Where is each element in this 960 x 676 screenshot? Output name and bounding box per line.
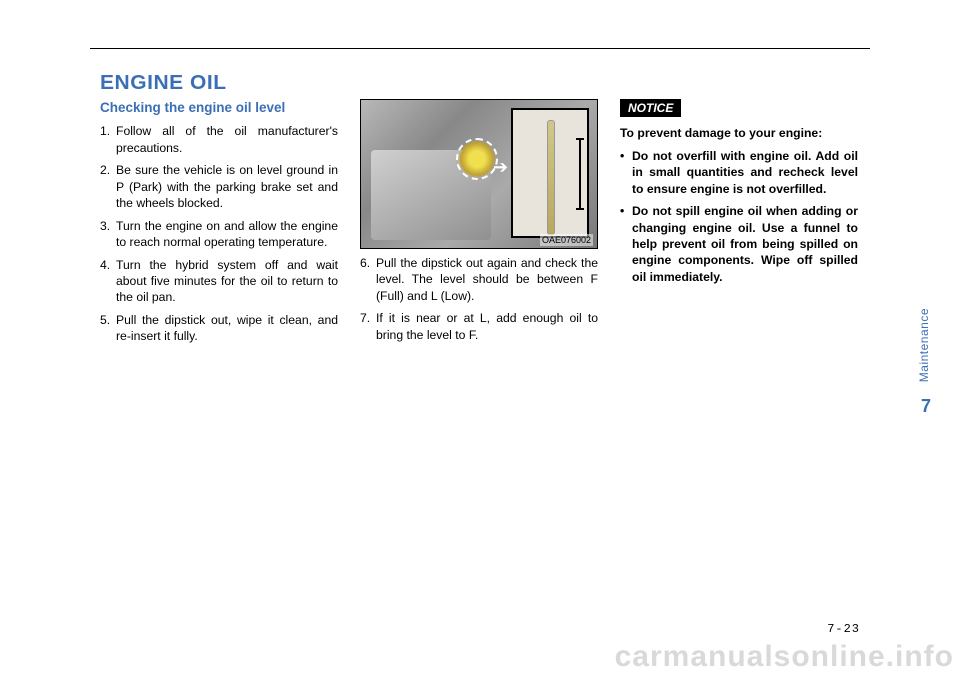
notice-badge: NOTICE	[620, 99, 681, 117]
level-marker-low	[576, 208, 584, 210]
step-text: Pull the dipstick out, wipe it clean, an…	[116, 312, 338, 345]
header-rule	[90, 48, 870, 49]
step-number: 6.	[360, 255, 376, 304]
step-text: Be sure the vehicle is on level ground i…	[116, 162, 338, 211]
engine-figure: ➔ OAE076002	[360, 99, 598, 249]
notice-bullet: • Do not overfill with engine oil. Add o…	[620, 148, 858, 197]
bullet-text: Do not overfill with engine oil. Add oil…	[632, 148, 858, 197]
column-1: Checking the engine oil level 1. Follow …	[100, 99, 338, 351]
step-number: 7.	[360, 310, 376, 343]
section-title: ENGINE OIL	[100, 72, 898, 95]
step-item: 5. Pull the dipstick out, wipe it clean,…	[100, 312, 338, 345]
column-2: ➔ OAE076002 6. Pull the dipstick out aga…	[360, 99, 598, 351]
step-item: 6. Pull the dipstick out again and check…	[360, 255, 598, 304]
step-item: 2. Be sure the vehicle is on level groun…	[100, 162, 338, 211]
step-text: If it is near or at L, add enough oil to…	[376, 310, 598, 343]
watermark: carmanualsonline.info	[615, 640, 960, 676]
step-number: 4.	[100, 257, 116, 306]
notice-body: To prevent damage to your engine: • Do n…	[620, 125, 858, 285]
step-number: 1.	[100, 123, 116, 156]
step-text: Turn the hybrid system off and wait abou…	[116, 257, 338, 306]
step-item: 4. Turn the hybrid system off and wait a…	[100, 257, 338, 306]
step-item: 3. Turn the engine on and allow the engi…	[100, 218, 338, 251]
subheading: Checking the engine oil level	[100, 99, 338, 117]
dipstick-graphic	[547, 120, 555, 235]
bullet-dot: •	[620, 203, 632, 285]
manual-page: ENGINE OIL Checking the engine oil level…	[0, 0, 960, 676]
dipstick-highlight-circle	[456, 138, 498, 180]
page-number: 7-23	[827, 622, 860, 636]
step-text: Pull the dipstick out again and check th…	[376, 255, 598, 304]
step-text: Follow all of the oil manufacturer's pre…	[116, 123, 338, 156]
arrow-icon: ➔	[493, 155, 508, 179]
notice-bullet: • Do not spill engine oil when adding or…	[620, 203, 858, 285]
side-tab: Maintenance 7	[914, 308, 934, 418]
step-number: 5.	[100, 312, 116, 345]
side-section-label: Maintenance	[917, 308, 931, 382]
step-text: Turn the engine on and allow the engine …	[116, 218, 338, 251]
notice-lead: To prevent damage to your engine:	[620, 125, 858, 141]
step-number: 3.	[100, 218, 116, 251]
bullet-dot: •	[620, 148, 632, 197]
dipstick-inset	[511, 108, 589, 238]
columns: Checking the engine oil level 1. Follow …	[100, 99, 860, 351]
level-marker-full	[576, 138, 584, 140]
column-3: NOTICE To prevent damage to your engine:…	[620, 99, 858, 351]
content-area: ENGINE OIL Checking the engine oil level…	[100, 72, 860, 351]
step-number: 2.	[100, 162, 116, 211]
figure-code: OAE076002	[540, 234, 593, 246]
step-item: 7. If it is near or at L, add enough oil…	[360, 310, 598, 343]
step-item: 1. Follow all of the oil manufacturer's …	[100, 123, 338, 156]
side-chapter-number: 7	[914, 394, 938, 418]
bullet-text: Do not spill engine oil when adding or c…	[632, 203, 858, 285]
